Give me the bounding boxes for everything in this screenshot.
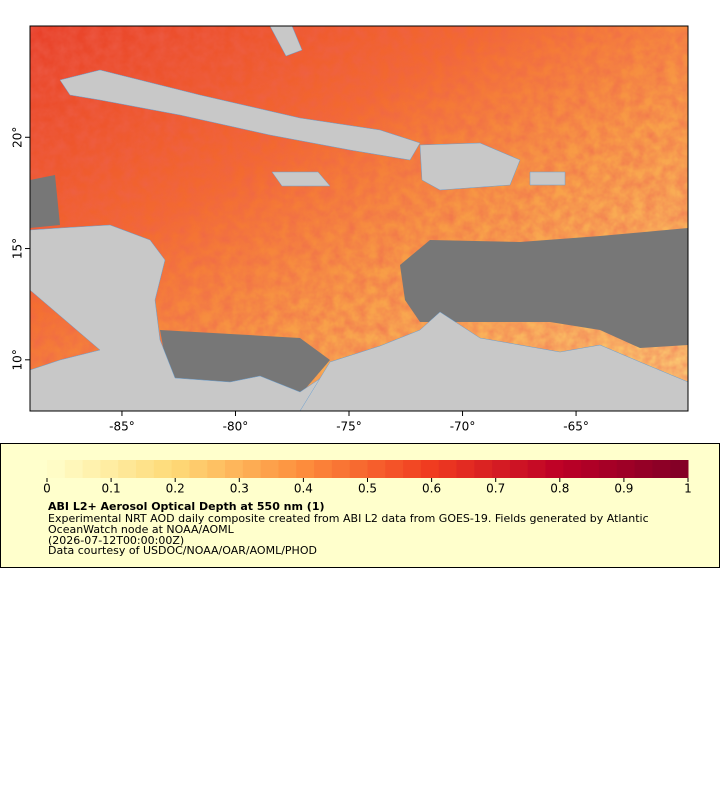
colorbar-step: [456, 460, 475, 478]
colorbar-step: [527, 460, 547, 478]
legend-title: ABI L2+ Aerosol Optical Depth at 550 nm …: [48, 500, 325, 513]
y-tick-label: 15°: [11, 238, 25, 259]
colorbar-tick-label: 0.7: [486, 482, 505, 496]
colorbar-step: [82, 460, 101, 478]
x-tick-label: -75°: [336, 420, 362, 434]
colorbar-tick-label: 0.4: [294, 482, 313, 496]
colorbar-tick-label: 0.6: [422, 482, 441, 496]
colorbar-step: [260, 460, 279, 478]
y-tick-label: 20°: [11, 127, 25, 148]
colorbar-tick-label: 0.5: [358, 482, 377, 496]
x-tick-label: -80°: [223, 420, 249, 434]
colorbar-step: [47, 460, 66, 478]
colorbar-step: [420, 460, 440, 478]
colorbar-step: [64, 460, 84, 478]
legend-line: (2026-07-12T00:00:00Z): [48, 534, 184, 547]
colorbar-step: [403, 460, 422, 478]
colorbar-tick-label: 0.9: [614, 482, 633, 496]
colorbar-tick-label: 0.1: [102, 482, 121, 496]
colorbar-tick-label: 0.3: [230, 482, 249, 496]
legend-line: Experimental NRT AOD daily composite cre…: [48, 512, 649, 525]
colorbar-step: [225, 460, 244, 478]
colorbar-step: [598, 460, 618, 478]
colorbar-tick-label: 0.8: [550, 482, 569, 496]
colorbar-step: [296, 460, 315, 478]
colorbar-step: [100, 460, 119, 478]
colorbar-step: [278, 460, 297, 478]
map-frame: [29, 25, 689, 412]
colorbar-step: [670, 460, 689, 478]
colorbar-step: [385, 460, 404, 478]
colorbar-step: [153, 460, 173, 478]
colorbar-step: [652, 460, 671, 478]
map-area: [30, 26, 688, 411]
colorbar-step: [349, 460, 368, 478]
no-data-ocean: [30, 175, 688, 395]
colorbar-step: [616, 460, 636, 478]
colorbar-step: [509, 460, 529, 478]
land: [30, 26, 688, 411]
colorbar-step: [492, 460, 511, 478]
colorbar-step: [314, 460, 333, 478]
colorbar-step: [118, 460, 137, 478]
colorbar-tick-label: 0.2: [166, 482, 185, 496]
x-tick-label: -85°: [109, 420, 135, 434]
legend-line: Data courtesy of USDOC/NOAA/OAR/AOML/PHO…: [48, 544, 317, 557]
legend-line: OceanWatch node at NOAA/AOML: [48, 523, 235, 536]
colorbar-step: [634, 460, 653, 478]
x-tick-label: -65°: [563, 420, 589, 434]
x-tick-label: -70°: [450, 420, 476, 434]
colorbar-tick-label: 0: [43, 482, 51, 496]
colorbar-step: [474, 460, 493, 478]
colorbar-step: [136, 460, 155, 478]
y-tick-label: 10°: [11, 349, 25, 370]
colorbar-step: [438, 460, 458, 478]
colorbar-step: [581, 460, 600, 478]
colorbar-step: [563, 460, 582, 478]
colorbar-tick-label: 1: [684, 482, 692, 496]
colorbar-step: [171, 460, 190, 478]
colorbar-step: [189, 460, 208, 478]
colorbar-step: [367, 460, 386, 478]
colorbar-step: [331, 460, 351, 478]
colorbar-step: [207, 460, 226, 478]
colorbar-step: [242, 460, 262, 478]
colorbar-step: [545, 460, 564, 478]
